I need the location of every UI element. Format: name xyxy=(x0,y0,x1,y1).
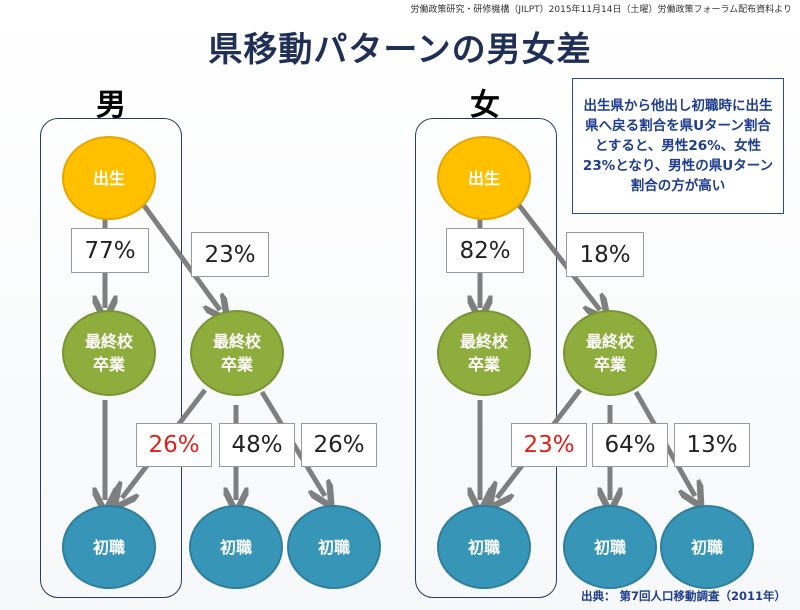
explanation-note: 出生県から他出し初職時に出生県へ戻る割合を県Uターン割合とすると、男性26%、女… xyxy=(572,78,784,214)
female-birth-node: 出生 xyxy=(437,136,531,220)
male-birth-label: 出生 xyxy=(92,168,125,188)
female-group-box xyxy=(415,118,557,598)
female-stay2-pct: 64% xyxy=(592,423,668,467)
page-title: 県移動パターンの男女差 xyxy=(208,30,592,70)
female-school-label-left: 最終校 卒業 xyxy=(459,332,508,374)
female-label: 女 xyxy=(470,88,500,123)
male-school-node-right: 最終校 卒業 xyxy=(190,310,284,396)
female-job-node-2: 初職 xyxy=(563,505,657,589)
male-move-pct: 23% xyxy=(191,232,269,277)
male-other-pct: 26% xyxy=(301,423,377,467)
female-school-node-right: 最終校 卒業 xyxy=(563,310,657,396)
male-label: 男 xyxy=(96,88,126,123)
female-school-label-right: 最終校 卒業 xyxy=(585,332,634,374)
female-stay-pct: 82% xyxy=(446,228,524,273)
male-group-box xyxy=(40,118,182,598)
male-school-label-left: 最終校 卒業 xyxy=(84,332,133,374)
male-stay2-pct: 48% xyxy=(219,423,295,467)
male-birth-node: 出生 xyxy=(62,136,156,220)
male-job-node-1: 初職 xyxy=(62,505,156,589)
female-return-pct: 23% xyxy=(511,423,587,467)
male-school-node-left: 最終校 卒業 xyxy=(62,310,156,396)
female-move-arrow xyxy=(513,198,600,310)
source-citation: 出典： 第7回人口移動調査（2011年） xyxy=(580,589,786,603)
male-stay-pct: 77% xyxy=(71,228,149,273)
male-move-arrow xyxy=(137,198,220,310)
header-credit: 労働政策研究・研修機構（JILPT）2015年11月14日（土曜）労働政策フォー… xyxy=(410,5,792,15)
male-job-node-3: 初職 xyxy=(287,505,381,589)
female-school-node-left: 最終校 卒業 xyxy=(437,310,531,396)
male-job-node-2: 初職 xyxy=(189,505,283,589)
female-other-pct: 13% xyxy=(674,423,750,467)
female-job-node-1: 初職 xyxy=(437,505,531,589)
female-move-pct: 18% xyxy=(566,232,644,277)
male-school-label-right: 最終校 卒業 xyxy=(212,332,261,374)
male-return-pct: 26% xyxy=(136,423,212,467)
female-job-node-3: 初職 xyxy=(660,505,754,589)
